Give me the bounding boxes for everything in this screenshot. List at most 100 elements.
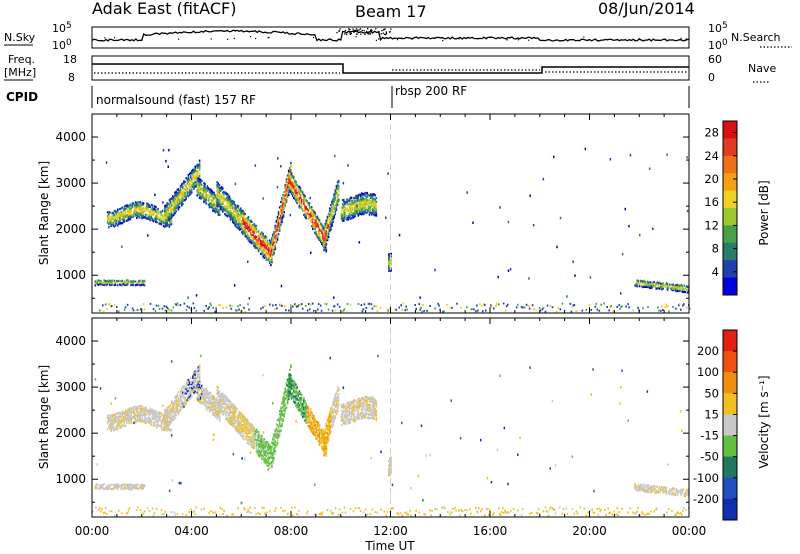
echo-cell <box>340 206 343 210</box>
echo-cell <box>109 417 111 420</box>
echo-cell <box>208 202 211 205</box>
echo-cell <box>192 376 194 379</box>
echo-cell <box>241 415 243 418</box>
echo-cell <box>330 416 332 419</box>
echo-cell <box>153 417 156 420</box>
echo-cell <box>164 212 166 215</box>
echo-cell <box>150 203 153 206</box>
echo-cell <box>149 422 152 425</box>
nsearch-point <box>389 31 391 33</box>
echo-cell <box>109 216 111 219</box>
echo-cell <box>362 201 364 204</box>
echo-cell <box>330 208 332 211</box>
echo-cell <box>127 415 129 418</box>
echo-cell <box>139 414 141 417</box>
echo-cell <box>118 212 120 215</box>
echo-cell <box>319 429 322 432</box>
echo-cell <box>233 406 235 409</box>
echo-cell <box>274 235 277 238</box>
echo-cell <box>270 451 272 454</box>
echo-cell <box>293 182 295 185</box>
echo-cell <box>180 393 183 396</box>
echo-cell <box>363 207 365 210</box>
echo-cell <box>324 432 327 435</box>
echo-cell <box>139 206 141 209</box>
echo-cell <box>111 418 113 421</box>
echo-cell <box>299 206 302 209</box>
echo-cell <box>148 409 150 412</box>
echo-cell <box>253 241 255 244</box>
echo-cell <box>169 413 172 416</box>
ground-scatter-cell <box>406 308 408 311</box>
echo-cell <box>264 235 267 238</box>
echo-cell <box>97 279 100 282</box>
echo-cell <box>285 178 288 181</box>
echo-cell <box>230 217 233 220</box>
echo-cell <box>197 189 200 192</box>
echo-cell <box>155 217 157 220</box>
echo-cell <box>212 396 214 399</box>
echo-cell <box>198 184 201 187</box>
echo-cell <box>345 411 347 414</box>
isolated-echo <box>121 245 123 249</box>
echo-cell <box>636 285 639 288</box>
echo-cell <box>248 423 251 426</box>
echo-cell <box>346 218 348 221</box>
echo-cell <box>207 400 210 403</box>
echo-cell <box>180 198 183 201</box>
echo-cell <box>334 193 337 196</box>
echo-cell <box>334 403 337 406</box>
echo-cell <box>245 420 248 423</box>
ground-scatter-cell <box>179 304 182 307</box>
echo-cell <box>336 410 339 413</box>
echo-cell <box>324 240 327 243</box>
echo-cell <box>372 193 374 196</box>
freq-panel <box>91 55 690 81</box>
echo-cell <box>191 188 193 191</box>
ground-scatter-cell <box>131 307 134 310</box>
ground-scatter-cell <box>559 308 562 311</box>
echo-cell <box>661 288 663 291</box>
ground-scatter-cell <box>525 303 528 306</box>
ground-scatter-cell <box>362 308 365 311</box>
echo-cell <box>232 221 234 224</box>
echo-cell <box>150 420 153 424</box>
echo-cell <box>301 208 304 211</box>
echo-cell <box>294 386 296 389</box>
echo-cell <box>356 210 358 213</box>
echo-cell <box>275 433 278 436</box>
echo-cell <box>167 213 170 216</box>
echo-cell <box>225 412 227 415</box>
isolated-echo <box>162 201 164 204</box>
echo-cell <box>345 423 347 426</box>
echo-cell <box>310 208 313 211</box>
echo-cell <box>198 401 201 404</box>
nsearch-point <box>479 37 481 39</box>
echo-cell <box>119 424 121 427</box>
echo-cell <box>230 405 233 408</box>
echo-cell <box>322 447 324 450</box>
echo-cell <box>218 390 221 393</box>
echo-cell <box>681 287 683 290</box>
echo-cell <box>286 398 289 402</box>
echo-cell <box>222 400 224 403</box>
isolated-echo <box>153 207 155 211</box>
echo-cell <box>354 203 356 206</box>
echo-cell <box>290 385 293 388</box>
echo-cell <box>271 441 273 444</box>
echo-cell <box>99 279 101 282</box>
echo-cell <box>270 456 272 459</box>
echo-cell <box>280 209 282 212</box>
echo-cell <box>218 189 221 192</box>
echo-cell <box>239 224 242 227</box>
echo-cell <box>282 193 284 197</box>
echo-cell <box>128 205 130 208</box>
echo-cell <box>132 411 135 415</box>
echo-cell <box>260 442 262 445</box>
ground-scatter-cell <box>437 302 439 305</box>
echo-cell <box>265 247 268 250</box>
echo-cell <box>146 213 148 216</box>
echo-cell <box>289 386 292 389</box>
echo-cell <box>138 282 140 285</box>
echo-cell <box>327 212 330 215</box>
